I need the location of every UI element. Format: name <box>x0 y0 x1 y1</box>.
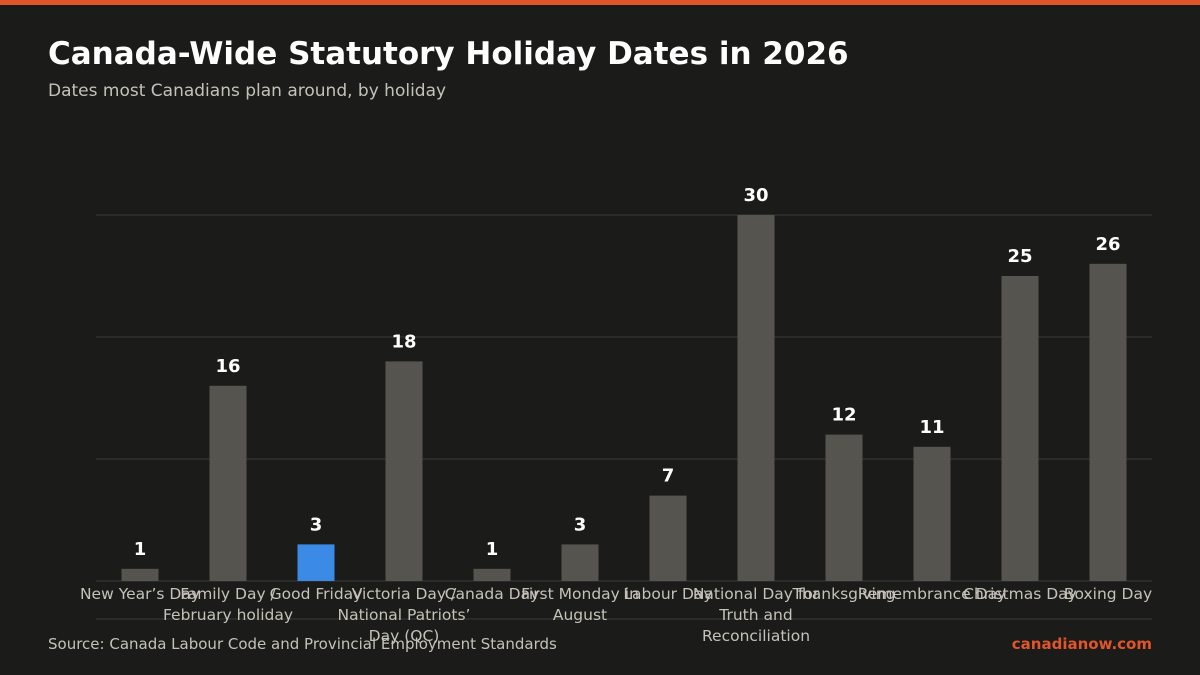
bar-10 <box>1001 276 1039 581</box>
value-label-6: 7 <box>662 466 675 487</box>
bar-1 <box>209 385 247 581</box>
value-label-8: 12 <box>831 405 856 426</box>
value-label-7: 30 <box>743 185 768 206</box>
tick-label-3: Victoria Day / National Patriots’ Day (QC) <box>338 585 471 645</box>
value-label-10: 25 <box>1007 246 1032 267</box>
tick-label-4: Canada Day <box>445 585 540 603</box>
accent-top-bar <box>0 0 1200 5</box>
tick-label-5: First Monday in August <box>521 585 639 624</box>
value-labels: 1 16 3 18 1 3 7 30 12 11 25 26 <box>134 185 1121 560</box>
value-label-0: 1 <box>134 539 147 560</box>
gridlines <box>96 214 1152 620</box>
bar-5 <box>561 544 599 581</box>
tick-label-1: Family Day / February holiday <box>163 585 293 624</box>
bar-6 <box>649 495 687 581</box>
bar-3 <box>385 361 423 581</box>
tick-label-11: Boxing Day <box>1064 585 1152 603</box>
tick-label-9: Remembrance Day <box>858 585 1006 603</box>
value-label-2: 3 <box>310 514 323 535</box>
bar-8 <box>825 434 863 581</box>
value-label-3: 18 <box>391 331 416 352</box>
bar-0 <box>121 568 159 581</box>
bar-7 <box>737 215 775 581</box>
bar-2 <box>297 544 335 581</box>
value-label-4: 1 <box>486 539 499 560</box>
bar-4 <box>473 568 511 581</box>
chart-subtitle: Dates most Canadians plan around, by hol… <box>48 81 447 101</box>
brand-link[interactable]: canadianow.com <box>1011 635 1152 653</box>
tick-label-0: New Year’s Day <box>80 585 200 603</box>
bar-9 <box>913 446 951 581</box>
tick-label-8: Thanksgiving <box>792 585 896 603</box>
tick-label-10: Christmas Day <box>963 585 1077 603</box>
value-label-1: 16 <box>215 356 240 377</box>
bars <box>121 215 1127 581</box>
value-label-5: 3 <box>574 514 587 535</box>
chart-title: Canada-Wide Statutory Holiday Dates in 2… <box>48 36 849 72</box>
value-label-11: 26 <box>1095 234 1120 255</box>
bar-11 <box>1089 263 1127 581</box>
tick-label-6: Labour Day <box>623 585 712 603</box>
value-label-9: 11 <box>919 417 944 438</box>
source-note: Source: Canada Labour Code and Provincia… <box>48 635 557 653</box>
tick-label-7: National Day for Truth and Reconciliation <box>693 585 820 645</box>
tick-label-2: Good Friday <box>270 585 363 603</box>
